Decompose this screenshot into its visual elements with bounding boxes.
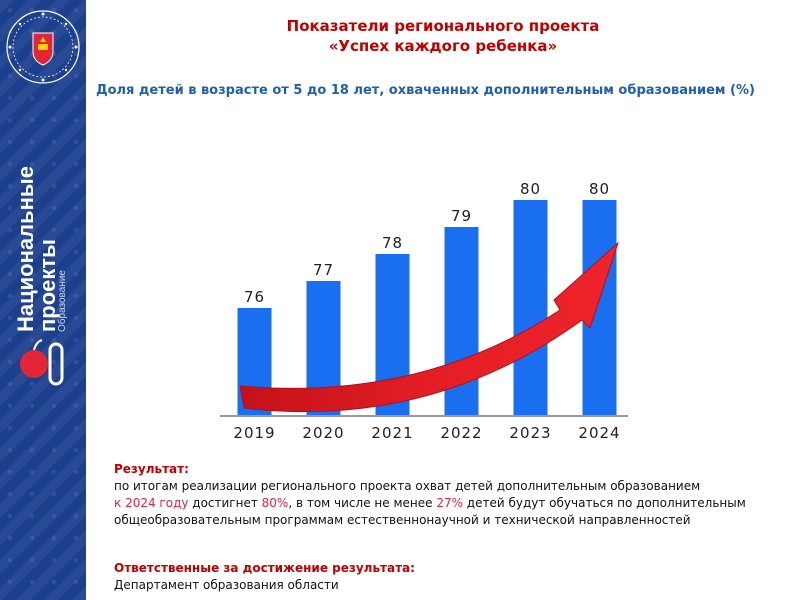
data-label-2021: 78 bbox=[382, 234, 403, 252]
data-label-2019: 76 bbox=[244, 288, 265, 306]
growth-arrow bbox=[239, 241, 620, 413]
page-title-line1: Показатели регионального проекта bbox=[286, 17, 600, 35]
data-label-2020: 77 bbox=[313, 261, 334, 279]
region-emblem-icon bbox=[6, 10, 80, 84]
result-text: по итогам реализации регионального проек… bbox=[114, 478, 794, 529]
x-tick-label-2024: 2024 bbox=[578, 424, 620, 442]
result-text-part4: детей будут обучаться по дополнительным … bbox=[114, 496, 746, 527]
x-tick-label-2020: 2020 bbox=[302, 424, 344, 442]
bar-chart: 2019 2020 2021 2022 2023 2024 76 77 78 79 80 80 bbox=[220, 180, 628, 442]
x-tick-label-2023: 2023 bbox=[509, 424, 551, 442]
result-red-percent80: 80% bbox=[261, 496, 289, 510]
x-tick-label-2022: 2022 bbox=[440, 424, 482, 442]
data-label-2023: 80 bbox=[520, 180, 541, 198]
result-text-part3: , в том числе не менее bbox=[288, 496, 437, 510]
bar-2023 bbox=[513, 200, 548, 416]
result-red-percent27: 27% bbox=[436, 496, 463, 510]
result-heading: Результат: bbox=[114, 462, 189, 476]
sidebar: Национальные проекты Образование bbox=[0, 0, 86, 600]
responsible-text: Департамент образования области bbox=[114, 578, 339, 592]
x-tick-label-2021: 2021 bbox=[371, 424, 413, 442]
result-text-part2: достигнет bbox=[188, 496, 262, 510]
responsible-heading: Ответственные за достижение результата: bbox=[114, 561, 415, 575]
data-label-2022: 79 bbox=[451, 207, 472, 225]
national-projects-logo: Национальные проекты Образование bbox=[8, 140, 78, 400]
chart-subtitle: Доля детей в возрасте от 5 до 18 лет, ох… bbox=[96, 83, 755, 98]
apple-book-icon bbox=[20, 339, 64, 386]
page-title-line2: «Успех каждого ребенка» bbox=[328, 37, 558, 55]
result-block: Результат: по итогам реализации регионал… bbox=[114, 461, 794, 529]
responsible-block: Ответственные за достижение результата: … bbox=[114, 560, 415, 594]
result-red-year: к 2024 году bbox=[114, 496, 189, 510]
data-label-2024: 80 bbox=[589, 180, 610, 198]
x-tick-label-2019: 2019 bbox=[233, 424, 275, 442]
result-text-part1: по итогам реализации регионального проек… bbox=[114, 479, 701, 493]
logo-text-line3: Образование bbox=[57, 270, 68, 332]
